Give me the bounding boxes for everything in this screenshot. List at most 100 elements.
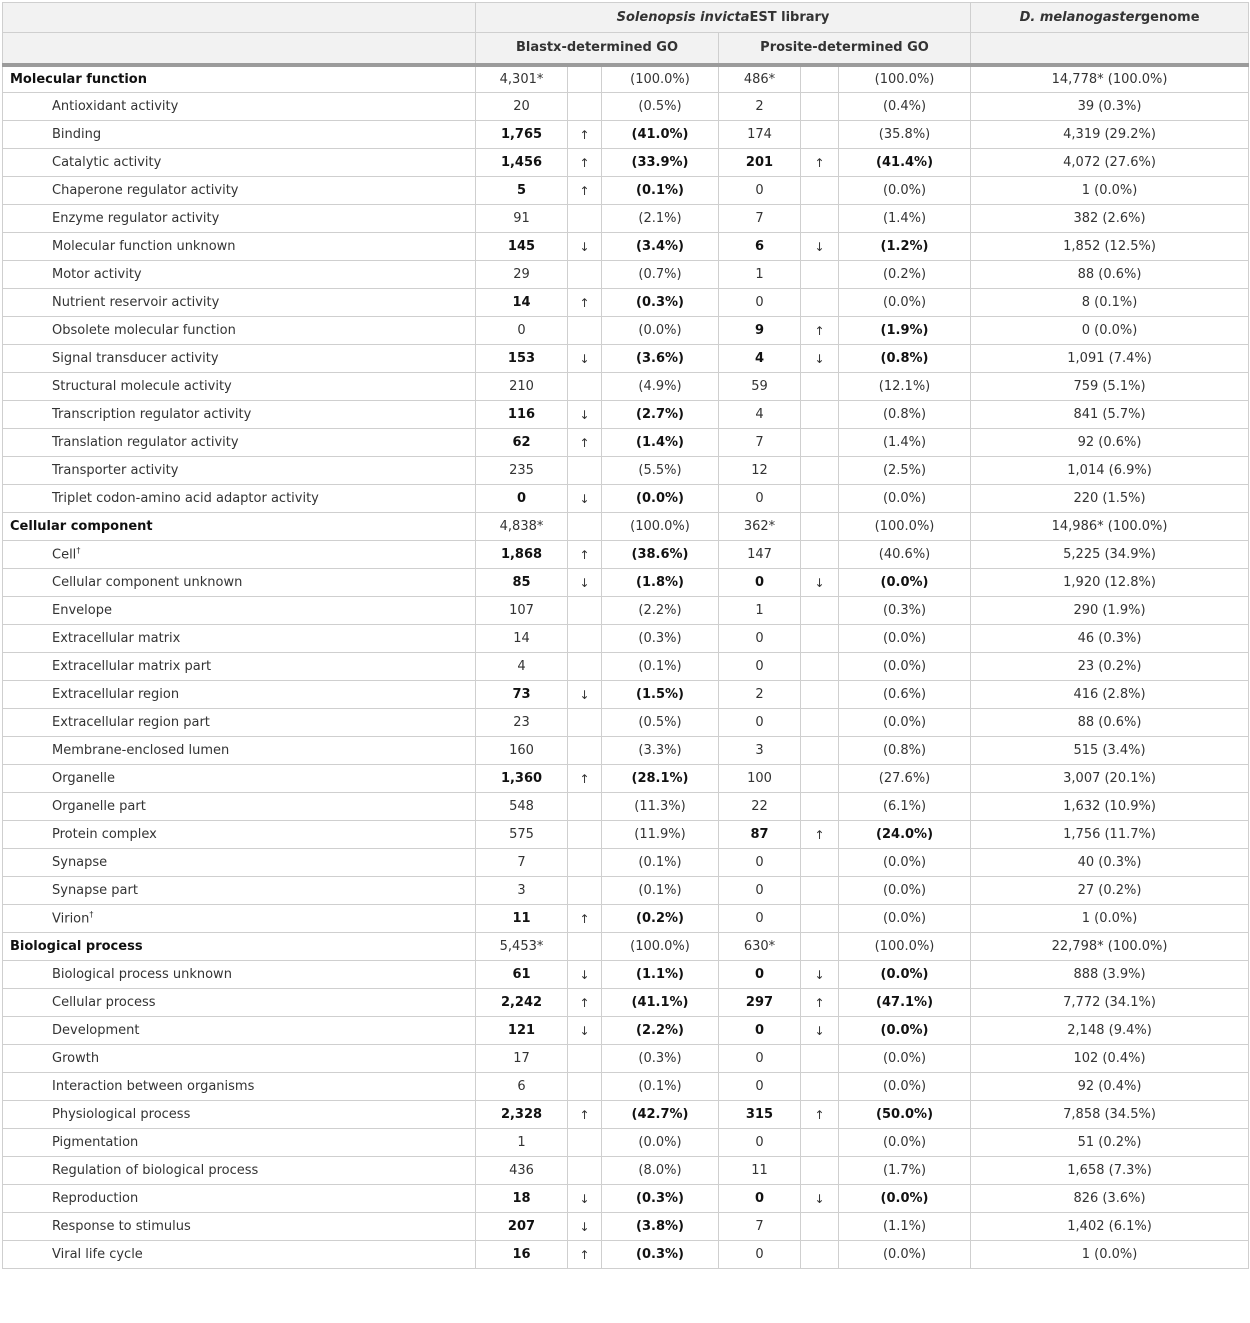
prosite-count: 7 bbox=[718, 1212, 801, 1241]
prosite-count: 315 bbox=[718, 1100, 801, 1129]
prosite-percent: (41.4%) bbox=[837, 148, 972, 177]
category-label: Cellular component unknown bbox=[2, 568, 476, 597]
prosite-percent: (100.0%) bbox=[837, 512, 972, 541]
category-label: Structural molecule activity bbox=[2, 372, 476, 401]
blastx-trend-arrow bbox=[567, 652, 602, 681]
prosite-percent: (35.8%) bbox=[837, 120, 972, 149]
blastx-count: 436 bbox=[475, 1156, 568, 1185]
prosite-percent: (100.0%) bbox=[837, 64, 972, 93]
blastx-count: 207 bbox=[475, 1212, 568, 1241]
prosite-percent: (0.8%) bbox=[837, 344, 972, 373]
dmel-genome-value: 4,319 (29.2%) bbox=[970, 120, 1250, 149]
blastx-trend-arrow bbox=[567, 624, 602, 653]
prosite-trend-arrow bbox=[800, 596, 839, 625]
blastx-trend-arrow: ↓ bbox=[567, 400, 602, 429]
dmel-genome-value: 88 (0.6%) bbox=[970, 260, 1250, 289]
blastx-trend-arrow: ↓ bbox=[567, 1184, 602, 1213]
prosite-trend-arrow bbox=[800, 764, 839, 793]
blastx-percent: (5.5%) bbox=[601, 456, 719, 485]
blastx-percent: (1.5%) bbox=[601, 680, 719, 709]
prosite-count: 0 bbox=[718, 904, 801, 933]
prosite-count: 9 bbox=[718, 316, 801, 345]
blastx-trend-arrow bbox=[567, 596, 602, 625]
prosite-count: 87 bbox=[718, 820, 801, 849]
prosite-trend-arrow: ↑ bbox=[800, 1100, 839, 1129]
blastx-count: 91 bbox=[475, 204, 568, 233]
dmel-genome-value: 1,756 (11.7%) bbox=[970, 820, 1250, 849]
prosite-count: 2 bbox=[718, 92, 801, 121]
prosite-trend-arrow bbox=[800, 1156, 839, 1185]
category-label: Virion† bbox=[2, 904, 476, 933]
prosite-trend-arrow bbox=[800, 680, 839, 709]
table-row: Virion† 11 ↑ (0.2%) 0 (0.0%) 1 (0.0%) bbox=[2, 904, 1250, 933]
label-text: Cell bbox=[52, 547, 77, 563]
blastx-trend-arrow bbox=[567, 316, 602, 345]
footnote-marker: † bbox=[76, 546, 81, 556]
label-text: Motor activity bbox=[52, 267, 142, 282]
species-name: Solenopsis invicta bbox=[616, 10, 750, 25]
prosite-count: 7 bbox=[718, 204, 801, 233]
prosite-percent: (0.0%) bbox=[837, 1072, 972, 1101]
category-label: Obsolete molecular function bbox=[2, 316, 476, 345]
label-text: Synapse part bbox=[52, 883, 138, 898]
blastx-trend-arrow: ↑ bbox=[567, 764, 602, 793]
prosite-count: 174 bbox=[718, 120, 801, 149]
prosite-percent: (100.0%) bbox=[837, 932, 972, 961]
prosite-percent: (1.7%) bbox=[837, 1156, 972, 1185]
category-label: Extracellular matrix bbox=[2, 624, 476, 653]
blastx-percent: (2.1%) bbox=[601, 204, 719, 233]
blastx-trend-arrow bbox=[567, 736, 602, 765]
blastx-trend-arrow: ↑ bbox=[567, 904, 602, 933]
label-text: Antioxidant activity bbox=[52, 99, 179, 114]
prosite-count: 0 bbox=[718, 1072, 801, 1101]
label-text: Pigmentation bbox=[52, 1135, 139, 1150]
prosite-trend-arrow bbox=[800, 372, 839, 401]
blastx-trend-arrow: ↑ bbox=[567, 428, 602, 457]
label-text: Obsolete molecular function bbox=[52, 323, 236, 338]
label-text: Response to stimulus bbox=[52, 1219, 191, 1234]
blastx-percent: (3.8%) bbox=[601, 1212, 719, 1241]
table-row: Organelle 1,360 ↑ (28.1%) 100 (27.6%) 3,007 (2… bbox=[2, 764, 1250, 793]
prosite-trend-arrow bbox=[800, 1240, 839, 1269]
label-text: Extracellular matrix bbox=[52, 631, 181, 646]
label-text: Chaperone regulator activity bbox=[52, 183, 239, 198]
prosite-count: 0 bbox=[718, 568, 801, 597]
label-text: Molecular function bbox=[10, 71, 147, 87]
category-label: Reproduction bbox=[2, 1184, 476, 1213]
dmel-genome-value: 759 (5.1%) bbox=[970, 372, 1250, 401]
prosite-percent: (0.8%) bbox=[837, 736, 972, 765]
prosite-percent: (1.9%) bbox=[837, 316, 972, 345]
blastx-count: 62 bbox=[475, 428, 568, 457]
prosite-count: 1 bbox=[718, 596, 801, 625]
category-label: Organelle bbox=[2, 764, 476, 793]
prosite-percent: (0.0%) bbox=[837, 1016, 972, 1045]
blastx-trend-arrow bbox=[567, 932, 602, 961]
dmel-genome-value: 1,920 (12.8%) bbox=[970, 568, 1250, 597]
blastx-percent: (41.0%) bbox=[601, 120, 719, 149]
blastx-count: 235 bbox=[475, 456, 568, 485]
prosite-percent: (0.2%) bbox=[837, 260, 972, 289]
category-label: Antioxidant activity bbox=[2, 92, 476, 121]
prosite-trend-arrow bbox=[800, 708, 839, 737]
prosite-percent: (1.4%) bbox=[837, 204, 972, 233]
section-row: Molecular function 4,301* (100.0%) 486* (100… bbox=[2, 64, 1250, 93]
label-text: Membrane-enclosed lumen bbox=[52, 743, 230, 758]
blastx-percent: (1.1%) bbox=[601, 960, 719, 989]
category-label: Transporter activity bbox=[2, 456, 476, 485]
label-text: Development bbox=[52, 1023, 140, 1038]
prosite-count: 3 bbox=[718, 736, 801, 765]
blastx-count: 116 bbox=[475, 400, 568, 429]
blastx-trend-arrow bbox=[567, 1072, 602, 1101]
prosite-percent: (0.0%) bbox=[837, 568, 972, 597]
blastx-count: 121 bbox=[475, 1016, 568, 1045]
prosite-percent: (2.5%) bbox=[837, 456, 972, 485]
dmel-genome-value: 1,632 (10.9%) bbox=[970, 792, 1250, 821]
prosite-percent: (24.0%) bbox=[837, 820, 972, 849]
table-row: Motor activity 29 (0.7%) 1 (0.2%) 88 (0.6%) bbox=[2, 260, 1250, 289]
dmel-genome-value: 290 (1.9%) bbox=[970, 596, 1250, 625]
prosite-percent: (40.6%) bbox=[837, 540, 972, 569]
table-row: Physiological process 2,328 ↑ (42.7%) 315 ↑ (5… bbox=[2, 1100, 1250, 1129]
table-row: Cellular process 2,242 ↑ (41.1%) 297 ↑ (47.1%)… bbox=[2, 988, 1250, 1017]
prosite-count: 12 bbox=[718, 456, 801, 485]
blastx-trend-arrow: ↑ bbox=[567, 148, 602, 177]
